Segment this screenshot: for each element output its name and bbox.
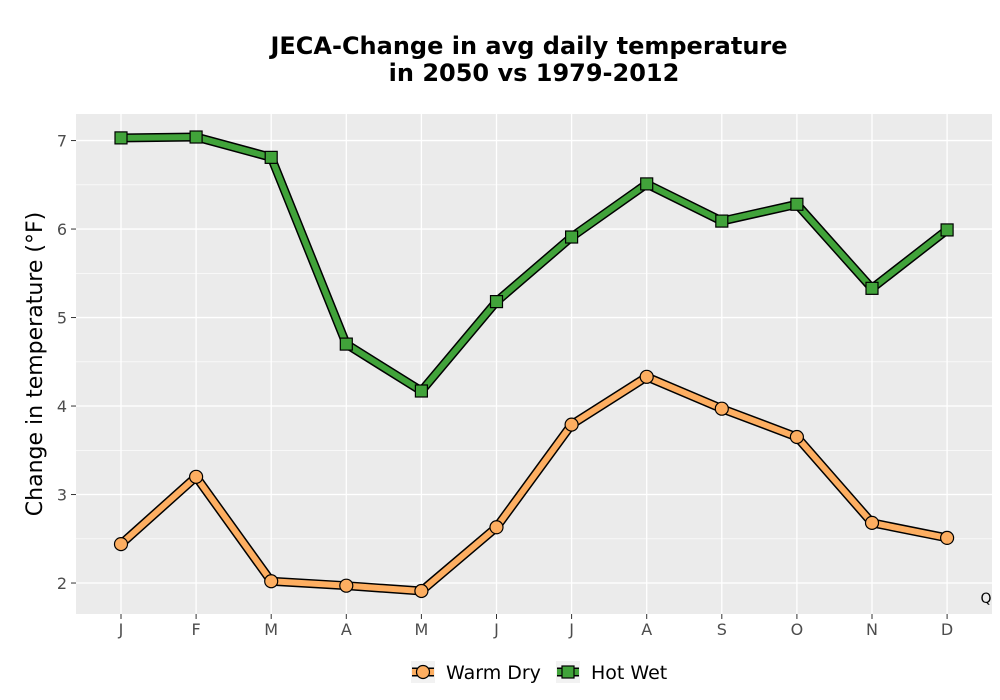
series-line (120, 134, 949, 395)
chart-title-line-2: in 2050 vs 1979-2012 (389, 59, 680, 87)
data-point (489, 520, 504, 535)
x-tick-label: M (264, 620, 278, 639)
y-tick-label: 3 (57, 486, 67, 505)
data-point (489, 295, 504, 309)
x-tick-label: J (118, 620, 124, 639)
chart-title-line-1: JECA-Change in avg daily temperature (268, 32, 787, 60)
data-point (564, 417, 579, 432)
data-point (864, 515, 880, 530)
data-point (564, 230, 579, 244)
data-point (789, 429, 805, 445)
data-point (339, 578, 354, 593)
y-tick-label: 5 (57, 309, 67, 328)
grid-lines (76, 114, 992, 614)
data-point (940, 223, 954, 237)
x-tick-label: J (568, 620, 574, 639)
series-hot-wet (114, 130, 954, 398)
data-point (790, 197, 804, 211)
data-point (264, 574, 279, 589)
x-tick-label: N (866, 620, 878, 639)
x-tick-label: F (191, 620, 200, 639)
y-tick-label: 7 (57, 132, 67, 151)
legend-item-hot-wet: Hot Wet (556, 661, 667, 684)
x-tick-label: D (941, 620, 953, 639)
data-point (639, 369, 654, 384)
x-tick-label: J (493, 620, 499, 639)
legend-label: Hot Wet (591, 662, 667, 684)
y-tick-label: 6 (57, 220, 67, 239)
y-tick-label: 4 (57, 397, 67, 416)
x-tick-label: M (414, 620, 428, 639)
y-axis-ticks: 2 3 4 5 6 7 (57, 132, 76, 593)
y-axis-label: Change in temperature (°F) (23, 212, 48, 516)
data-point (640, 177, 654, 191)
series-warm-dry (113, 369, 955, 599)
data-point (414, 583, 429, 599)
series-layer (113, 130, 955, 599)
legend-marker (415, 664, 431, 680)
data-point (939, 530, 955, 545)
series-line (118, 373, 948, 595)
data-point (865, 281, 879, 295)
data-point (715, 214, 729, 228)
data-point (264, 150, 278, 164)
legend-marker (561, 665, 575, 679)
annotation-label: Q (980, 591, 991, 607)
data-point (189, 130, 203, 144)
x-tick-label: A (341, 620, 352, 639)
legend-label: Warm Dry (446, 662, 541, 684)
data-point (339, 337, 353, 351)
legend: Warm Dry Hot Wet (411, 661, 667, 684)
data-point (113, 536, 129, 552)
legend-item-warm-dry: Warm Dry (411, 661, 541, 684)
x-tick-label: O (791, 620, 804, 639)
data-point (189, 469, 204, 484)
y-tick-label: 2 (57, 574, 67, 593)
plot-panel (76, 114, 992, 614)
data-point (714, 401, 729, 416)
x-tick-label: A (641, 620, 652, 639)
x-tick-label: S (717, 620, 727, 639)
data-point (114, 131, 128, 145)
data-point (414, 384, 428, 398)
